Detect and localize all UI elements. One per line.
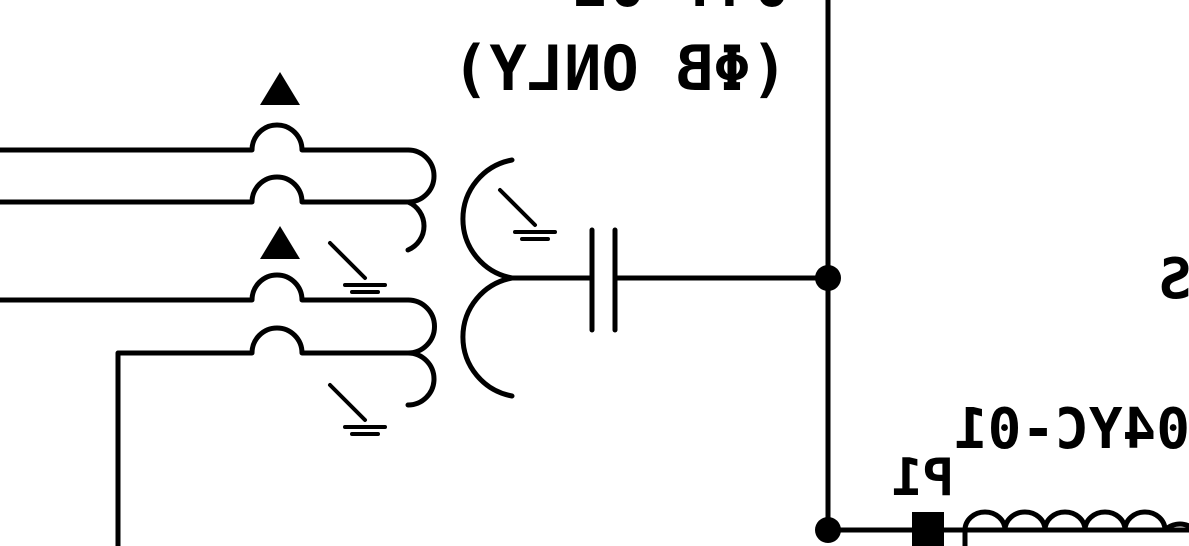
device-label: 04YC-01 — [954, 397, 1189, 462]
right-partial-label: S — [1158, 247, 1189, 312]
right-partial-text: S — [1158, 247, 1189, 312]
lead-2 — [0, 174, 411, 205]
polarity-mark-lower — [260, 226, 300, 259]
secondary-coil — [460, 157, 515, 399]
ground-symbol-3 — [328, 383, 387, 436]
junction-dot-upper — [815, 265, 841, 291]
polarity-mark-upper — [260, 72, 300, 105]
device-coil — [962, 509, 1189, 546]
phase-note-text: (ΦB ONLY) — [452, 32, 788, 105]
terminal-p1-square — [912, 512, 944, 546]
current-transformer-leads — [0, 122, 411, 546]
lead-4 — [115, 325, 411, 546]
top-partial-text: 04Y-01 — [573, 0, 790, 21]
winding-lower — [405, 297, 437, 408]
terminal-label: P1 — [891, 448, 954, 508]
ground-symbol-1 — [498, 188, 557, 241]
terminal-label-text: P1 — [891, 448, 954, 508]
device-label-text: 04YC-01 — [954, 397, 1189, 462]
lead-3 — [0, 272, 411, 303]
phase-note-label: (ΦB ONLY) — [452, 32, 788, 105]
winding-upper — [405, 147, 437, 253]
top-partial-label: 04Y-01 — [573, 0, 790, 21]
lead-1 — [0, 122, 411, 153]
ground-symbol-2 — [328, 241, 387, 294]
